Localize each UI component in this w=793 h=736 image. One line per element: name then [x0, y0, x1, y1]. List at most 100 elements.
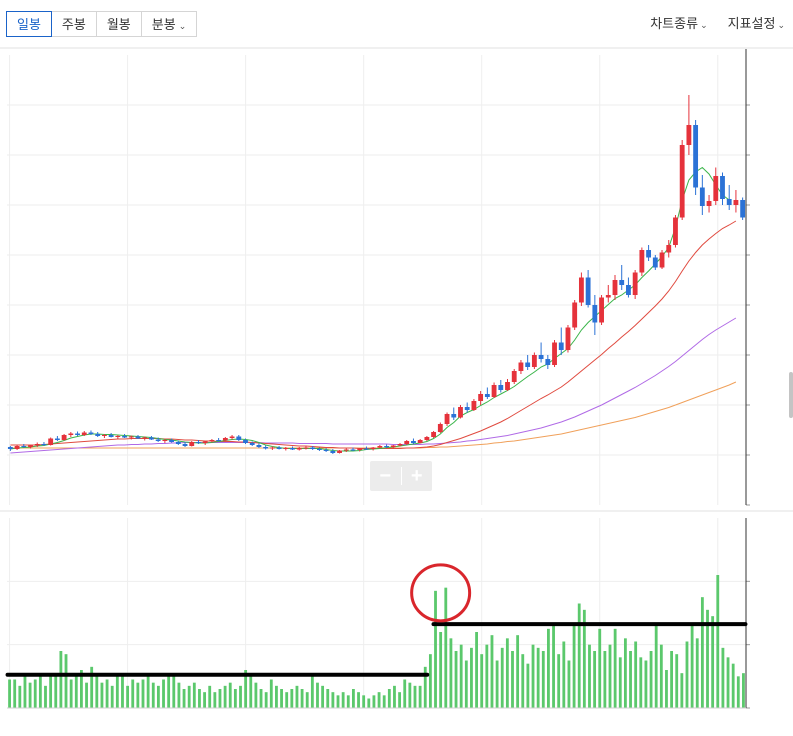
candle-up [28, 445, 33, 447]
candle-up [209, 440, 215, 442]
candle-up [34, 444, 40, 446]
zoom-out-button[interactable]: − [379, 465, 392, 487]
volume-bar [259, 689, 263, 708]
candle-down [384, 446, 389, 447]
moving-averages [10, 166, 737, 454]
candle-down [740, 200, 746, 218]
volume-bar [449, 638, 453, 708]
candle-down [626, 285, 631, 295]
candle-down [364, 448, 369, 450]
volume-bar [685, 641, 689, 708]
volume-bar [310, 673, 314, 708]
volume-bar [588, 644, 591, 708]
candle-up [61, 435, 67, 440]
volume-bar [95, 676, 99, 708]
volume-bar [44, 685, 47, 708]
candle-down [95, 434, 101, 436]
volume-bar [182, 689, 186, 708]
volume-bar [490, 635, 494, 708]
candle-down [122, 436, 127, 438]
volume-bar [665, 670, 668, 708]
volume-bar [151, 682, 155, 708]
tab-minute[interactable]: 분봉 ⌄ [140, 11, 198, 37]
volume-bar [136, 682, 140, 708]
volume-bar [721, 647, 725, 708]
volume-bar [659, 644, 663, 708]
candle-up [713, 176, 719, 201]
volume-bar [480, 654, 484, 708]
ma60-line [10, 317, 737, 454]
annotations [5, 563, 748, 677]
candle-down [54, 438, 60, 440]
volume-bar [228, 682, 232, 708]
candle-up [68, 433, 74, 435]
volume-bar [23, 676, 27, 708]
candle-down [290, 448, 295, 450]
volume-bar [331, 692, 335, 708]
tab-daily[interactable]: 일봉 [6, 11, 52, 37]
candle-down [169, 440, 175, 442]
volume-bar [680, 673, 684, 708]
candle-up [81, 432, 87, 435]
candle-down [619, 280, 625, 285]
volume-bar [198, 689, 201, 708]
candle-down [646, 250, 652, 258]
tab-monthly[interactable]: 월봉 [95, 11, 142, 37]
candle-down [592, 305, 598, 323]
zoom-in-button[interactable]: + [410, 465, 423, 487]
candle-up [518, 362, 524, 371]
indicator-settings-menu[interactable]: 지표설정 ⌄ [728, 11, 785, 37]
candle-down [330, 451, 336, 453]
volume-bar [598, 628, 602, 708]
volume-bar [505, 638, 509, 708]
volume-bar [38, 676, 42, 708]
volume-bar [726, 657, 730, 708]
volume-bar [290, 689, 294, 708]
candle-up [229, 436, 235, 438]
volume-bar [531, 644, 535, 708]
candle-down [216, 440, 222, 441]
volume-bar [629, 651, 632, 708]
candle-down [236, 436, 242, 440]
volume-bar [403, 679, 407, 708]
candle-down [350, 449, 356, 451]
volume-bar [736, 676, 740, 708]
candle-up [706, 201, 712, 206]
volume-bar [100, 682, 104, 708]
volume-bar [213, 692, 217, 708]
volume-bar [418, 685, 422, 708]
volume-bar [690, 625, 694, 708]
volume-bar [121, 673, 124, 708]
volume-bar [695, 638, 699, 708]
volume-bar [552, 625, 555, 708]
chart-toolbar: 일봉 주봉 월봉 분봉 ⌄ 차트종류 ⌄ 지표설정 ⌄ [0, 0, 793, 46]
chevron-down-icon: ⌄ [178, 21, 187, 31]
candle-down [538, 355, 544, 359]
candle-up [679, 145, 685, 218]
candle-down [108, 435, 114, 437]
candle-down [720, 176, 725, 199]
scroll-handle[interactable] [789, 372, 793, 418]
volume-bar [156, 685, 160, 708]
volume-bar [85, 682, 88, 708]
candle-down [249, 443, 255, 445]
volume-bar [269, 679, 273, 708]
candle-up [659, 252, 665, 268]
volume-bars [8, 575, 745, 708]
candle-up [505, 382, 510, 390]
candle-down [323, 450, 329, 451]
candle-down [135, 436, 141, 439]
volume-bar [280, 689, 283, 708]
volume-bar [254, 682, 258, 708]
volume-bar [316, 682, 319, 708]
volume-bar [644, 660, 648, 708]
chart-type-menu[interactable]: 차트종류 ⌄ [650, 11, 707, 37]
volume-bar [28, 682, 32, 708]
volume-bar [233, 689, 237, 708]
volume-bar [700, 597, 704, 708]
volume-bar [470, 647, 473, 708]
volume-bar [557, 654, 561, 708]
volume-bar [244, 670, 248, 708]
candle-up [404, 441, 410, 444]
